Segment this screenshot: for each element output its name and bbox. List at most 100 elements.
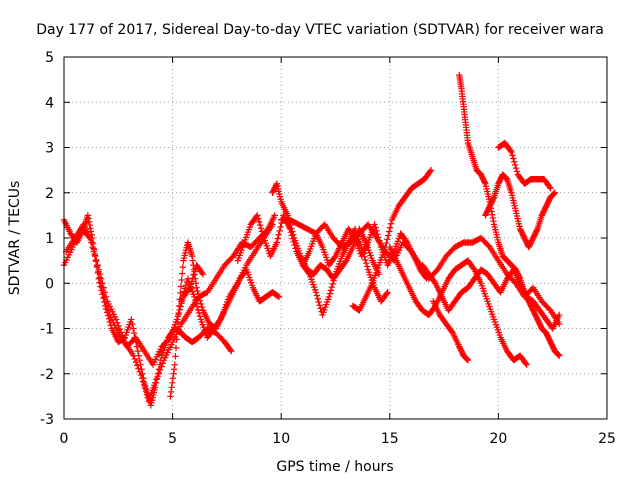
data-point: [170, 366, 178, 373]
data-point: [330, 277, 337, 284]
data-point: [87, 225, 94, 232]
data-point: [360, 250, 367, 257]
data-point: [508, 148, 515, 156]
data-point: [85, 218, 93, 226]
data-point: [173, 336, 180, 343]
chart-title: Day 177 of 2017, Sidereal Day-to-day VTE…: [36, 22, 604, 38]
data-point: [551, 190, 558, 197]
data-point: [156, 366, 164, 374]
data-point: [92, 256, 100, 264]
data-point: [312, 289, 320, 296]
data-point: [546, 183, 553, 191]
data-point: [97, 280, 105, 287]
data-point: [511, 158, 518, 165]
data-point: [448, 328, 456, 335]
data-point: [317, 305, 324, 312]
data-point: [313, 292, 321, 299]
data-point: [95, 268, 102, 275]
data-point: [112, 316, 120, 323]
data-point: [363, 263, 371, 270]
data-point: [288, 225, 295, 232]
data-point: [325, 293, 333, 301]
data-point: [315, 298, 322, 306]
data-point: [101, 293, 108, 301]
data-point: [198, 303, 206, 311]
data-point: [387, 220, 395, 227]
data-point: [342, 258, 349, 266]
data-point: [134, 362, 141, 369]
data-point: [522, 360, 529, 367]
series-arc4: [167, 221, 276, 400]
data-point: [170, 370, 177, 377]
data-point: [328, 283, 335, 291]
data-point: [384, 289, 391, 296]
data-point: [181, 285, 189, 292]
data-point: [173, 316, 181, 323]
data-point: [326, 290, 334, 297]
series-arc8: [278, 216, 563, 328]
data-point: [175, 311, 182, 318]
data-point: [216, 317, 223, 324]
data-point: [426, 168, 434, 175]
data-point: [327, 287, 335, 294]
data-point: [287, 221, 294, 229]
data-point: [431, 278, 438, 286]
data-point: [554, 351, 562, 358]
y-tick-labels: -3 -2 -1 0 1 2 3 4 5: [40, 50, 54, 428]
data-marks: [60, 71, 563, 409]
data-point: [481, 179, 488, 186]
series-arc10: [349, 166, 435, 314]
series-arc14: [456, 71, 563, 359]
data-point: [275, 231, 282, 238]
series-arc16: [495, 139, 554, 192]
plot-frame: [63, 56, 608, 420]
data-point: [178, 298, 185, 305]
data-point: [192, 300, 200, 307]
data-point: [174, 319, 182, 326]
data-point: [383, 290, 390, 297]
data-point: [271, 212, 278, 219]
data-point: [488, 211, 496, 218]
data-point: [407, 247, 414, 254]
data-point: [556, 311, 563, 319]
series-arc1: [60, 212, 235, 409]
data-point: [86, 221, 93, 229]
data-point: [140, 381, 148, 388]
data-point: [142, 388, 150, 395]
data-point: [375, 271, 383, 278]
data-point: [100, 289, 107, 296]
data-point: [128, 316, 135, 323]
data-point: [193, 303, 201, 310]
data-point: [511, 278, 518, 286]
data-point: [85, 215, 92, 222]
data-point: [96, 274, 103, 281]
data-point: [433, 267, 440, 275]
data-point: [384, 236, 391, 243]
data-point: [103, 302, 111, 310]
data-point: [314, 295, 322, 302]
series-arc5: [178, 266, 283, 341]
data-point: [169, 379, 176, 386]
data-point: [98, 284, 106, 291]
data-point: [385, 232, 392, 239]
data-point: [331, 254, 338, 261]
data-point: [383, 239, 390, 247]
data-point: [551, 189, 559, 196]
series-arc11: [386, 243, 530, 368]
data-point: [254, 212, 261, 219]
data-point: [316, 302, 323, 309]
data-point: [182, 281, 190, 289]
x-tick-label: 0: [60, 431, 69, 447]
data-point: [556, 352, 563, 359]
data-point: [154, 373, 161, 380]
data-point: [189, 257, 196, 264]
data-point: [511, 161, 519, 169]
data-point: [94, 262, 101, 269]
data-point: [228, 347, 235, 355]
data-point: [132, 358, 140, 366]
data-point: [194, 287, 201, 295]
data-point: [372, 224, 379, 231]
y-tick-label: 5: [45, 50, 54, 66]
data-point: [290, 231, 297, 238]
